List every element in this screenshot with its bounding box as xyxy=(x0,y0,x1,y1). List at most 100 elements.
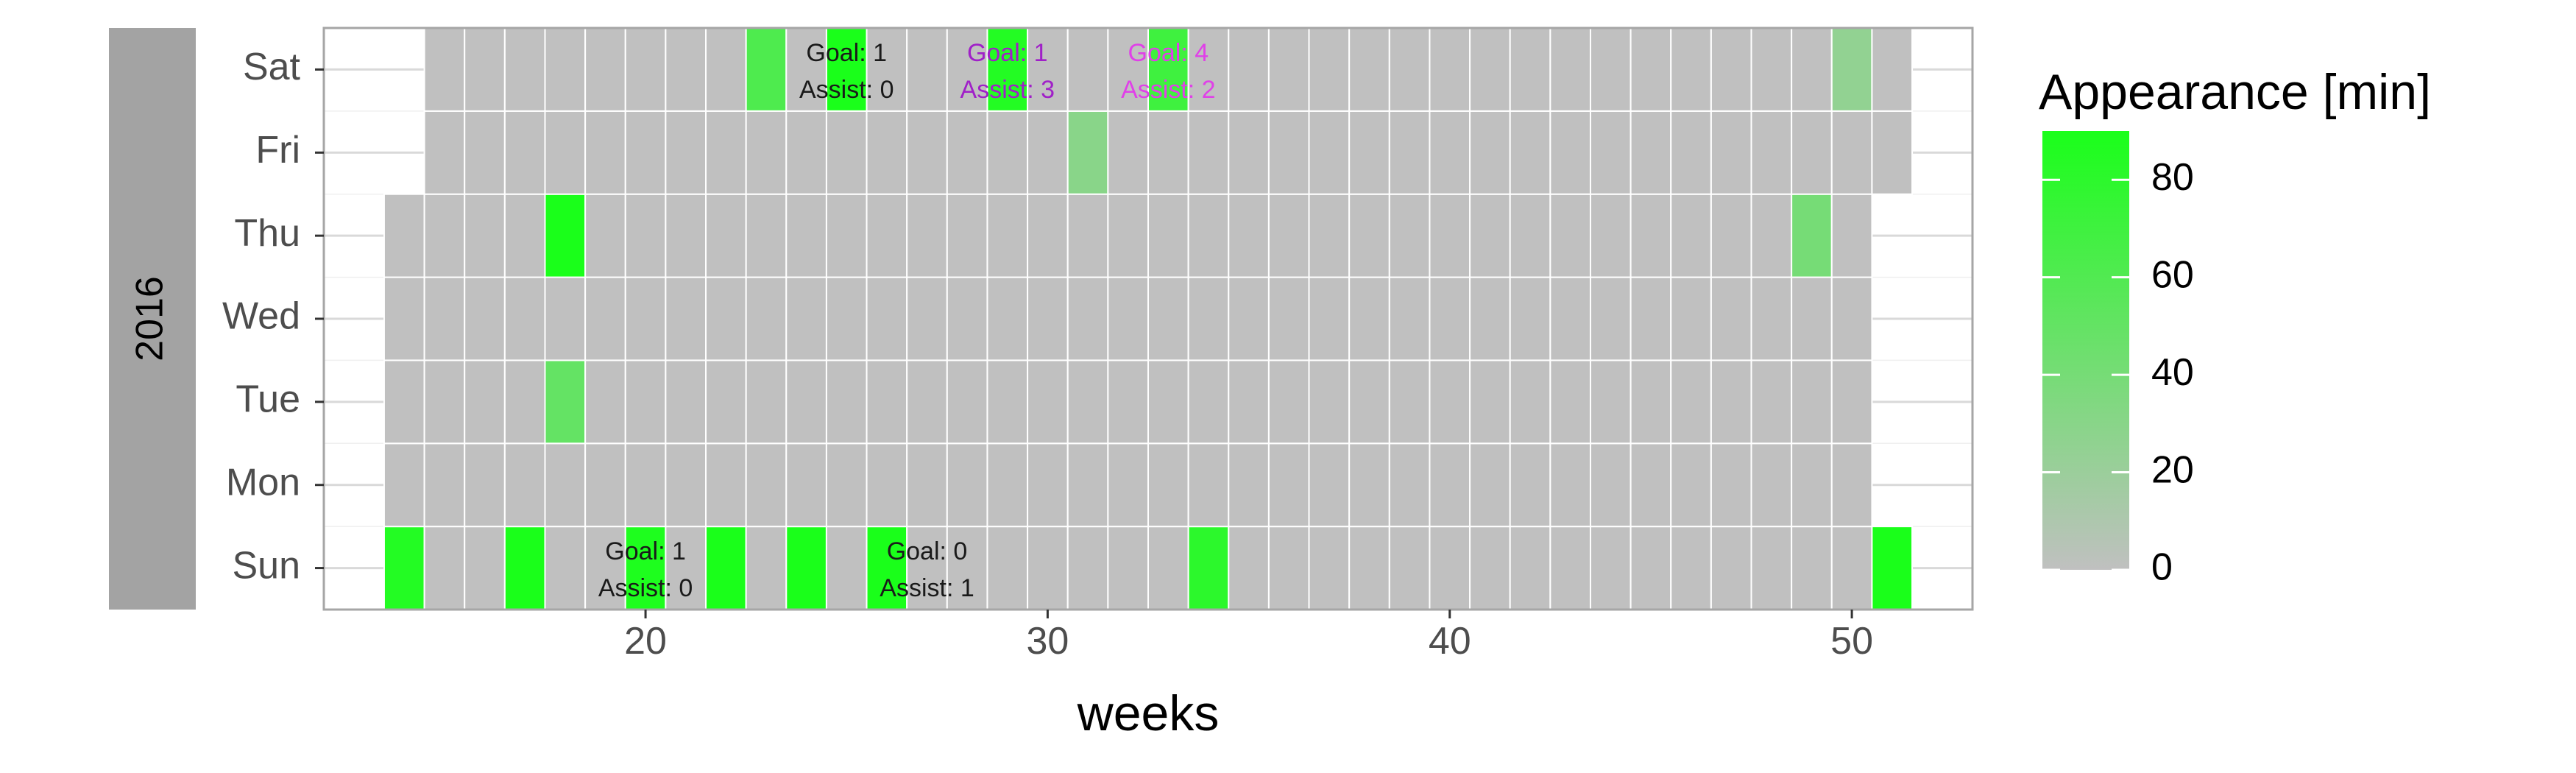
y-tick-label: Sat xyxy=(243,46,301,88)
cell-empty xyxy=(423,359,466,445)
cell-empty xyxy=(1267,276,1310,361)
annotation-assist: Assist: 1 xyxy=(880,574,974,602)
cell-empty xyxy=(1750,276,1793,361)
cell-empty xyxy=(1469,193,1511,278)
cell-empty xyxy=(1107,110,1149,195)
cell-empty xyxy=(1871,110,1914,195)
cell-empty xyxy=(1871,27,1914,112)
cell-empty xyxy=(1187,359,1230,445)
cell-empty xyxy=(986,359,1029,445)
cell-empty xyxy=(1791,276,1833,361)
cell-empty xyxy=(825,276,868,361)
legend-tick-label: 0 xyxy=(2151,546,2173,589)
cell-empty xyxy=(1509,110,1551,195)
cell-empty xyxy=(1267,526,1310,611)
cell-empty xyxy=(1267,193,1310,278)
cell-empty xyxy=(1630,442,1672,528)
cell-empty xyxy=(1228,110,1270,195)
cell-empty xyxy=(1147,359,1189,445)
cell-empty xyxy=(584,442,626,528)
cell-empty xyxy=(986,110,1029,195)
cell-empty xyxy=(946,442,988,528)
cell-empty xyxy=(825,110,868,195)
y-tick-label: Mon xyxy=(226,461,300,504)
cell-empty xyxy=(1670,442,1712,528)
cell-empty xyxy=(1429,359,1471,445)
cell-empty xyxy=(1549,526,1591,611)
cell-empty xyxy=(785,359,827,445)
cell-empty xyxy=(906,276,948,361)
annotation-goal: Goal: 1 xyxy=(806,39,887,67)
cell-empty xyxy=(946,110,988,195)
cell-empty xyxy=(1589,359,1632,445)
x-tick-label: 20 xyxy=(624,620,667,663)
cell-empty xyxy=(503,359,546,445)
cell-empty xyxy=(624,110,667,195)
cell-empty xyxy=(1509,276,1551,361)
cell-empty xyxy=(1469,110,1511,195)
cell-empty xyxy=(1147,110,1189,195)
cell-appearance xyxy=(1791,193,1833,278)
annotation-assist: Assist: 0 xyxy=(598,574,693,602)
cell-empty xyxy=(1710,193,1752,278)
cell-appearance xyxy=(825,27,868,112)
cell-empty xyxy=(1549,359,1591,445)
cell-empty xyxy=(1027,359,1069,445)
cell-empty xyxy=(464,526,506,611)
cell-empty xyxy=(1791,27,1833,112)
cell-empty xyxy=(665,359,707,445)
cell-empty xyxy=(1630,110,1672,195)
cell-empty xyxy=(1710,110,1752,195)
cell-empty xyxy=(464,359,506,445)
cell-empty xyxy=(1750,359,1793,445)
cell-appearance xyxy=(544,359,587,445)
cell-empty xyxy=(1267,27,1310,112)
annotation-assist: Assist: 0 xyxy=(799,76,894,104)
cell-empty xyxy=(1630,193,1672,278)
cell-empty xyxy=(906,110,948,195)
cell-empty xyxy=(705,442,747,528)
cell-empty xyxy=(1187,442,1230,528)
cell-empty xyxy=(1429,27,1471,112)
facet-strip-label: 2016 xyxy=(129,276,171,361)
cell-empty xyxy=(1589,442,1632,528)
cell-empty xyxy=(1348,276,1390,361)
y-tick-label: Thu xyxy=(234,212,300,255)
cell-empty xyxy=(1670,27,1712,112)
cell-empty xyxy=(1509,27,1551,112)
cell-empty xyxy=(464,442,506,528)
cell-empty xyxy=(544,276,587,361)
cell-empty xyxy=(1066,442,1109,528)
cell-empty xyxy=(1630,526,1672,611)
cell-appearance xyxy=(986,27,1029,112)
cell-empty xyxy=(1267,359,1310,445)
cell-empty xyxy=(1830,442,1873,528)
cell-appearance xyxy=(1830,27,1873,112)
cell-empty xyxy=(1791,359,1833,445)
cell-empty xyxy=(1147,526,1189,611)
x-axis-title: weeks xyxy=(1077,685,1220,741)
cell-empty xyxy=(544,27,587,112)
cell-empty xyxy=(423,526,466,611)
cell-appearance xyxy=(745,27,788,112)
cell-empty xyxy=(986,526,1029,611)
cell-empty xyxy=(503,27,546,112)
cell-empty xyxy=(745,359,788,445)
cell-appearance xyxy=(1187,526,1230,611)
y-tick-label: Tue xyxy=(236,378,300,421)
cell-empty xyxy=(1107,27,1149,112)
cell-empty xyxy=(1630,27,1672,112)
annotation-goal: Goal: 0 xyxy=(887,537,968,565)
cell-empty xyxy=(946,276,988,361)
cell-empty xyxy=(1469,442,1511,528)
cell-empty xyxy=(544,442,587,528)
cell-empty xyxy=(1630,359,1672,445)
cell-empty xyxy=(624,27,667,112)
cell-empty xyxy=(1348,359,1390,445)
cell-empty xyxy=(503,442,546,528)
cell-empty xyxy=(1750,526,1793,611)
cell-empty xyxy=(866,359,908,445)
legend-colorbar xyxy=(2042,131,2129,570)
y-tick-label: Wed xyxy=(222,295,300,338)
